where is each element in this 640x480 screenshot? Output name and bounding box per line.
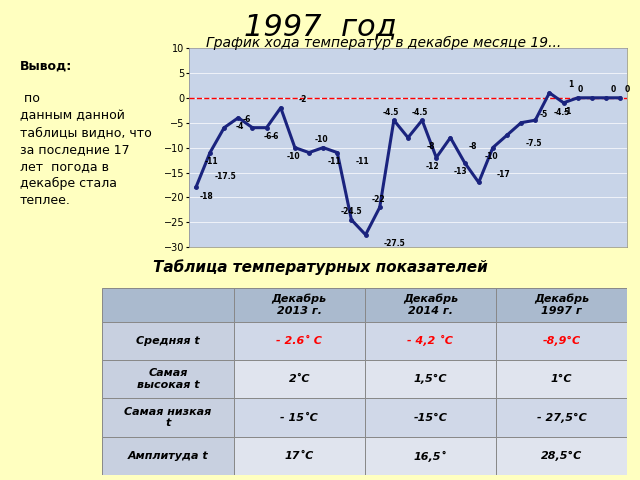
Bar [365, 288, 496, 322]
Text: -10: -10 [287, 152, 300, 161]
Text: Декабрь
1997 г: Декабрь 1997 г [534, 294, 589, 316]
Bar [234, 437, 365, 475]
Text: по
данным данной
таблицы видно, что
за последние 17
лет  погода в
декабре стала
: по данным данной таблицы видно, что за п… [20, 92, 152, 207]
Bar [496, 288, 627, 322]
Text: Вывод:: Вывод: [20, 60, 72, 73]
Text: - 27,5°С: - 27,5°С [537, 413, 586, 423]
Text: -4.5: -4.5 [554, 108, 570, 117]
Text: -4.5: -4.5 [412, 108, 428, 117]
Text: Декабрь
2014 г.: Декабрь 2014 г. [403, 294, 458, 316]
Text: -10: -10 [315, 135, 329, 144]
Text: -24.5: -24.5 [340, 207, 362, 216]
Text: - 15˚С: - 15˚С [280, 413, 318, 422]
Text: Декабрь
2013 г.: Декабрь 2013 г. [271, 294, 327, 316]
Text: -8,9°С: -8,9°С [543, 336, 580, 346]
Text: 1997  год: 1997 год [244, 12, 396, 41]
Text: Самая низкая
t: Самая низкая t [124, 407, 212, 429]
Text: -18: -18 [200, 192, 214, 201]
Text: -4: -4 [236, 122, 244, 131]
Text: 1°С: 1°С [551, 374, 572, 384]
Text: -6: -6 [243, 115, 251, 124]
Text: -10: -10 [484, 152, 499, 161]
Text: -6: -6 [264, 132, 273, 141]
Bar [102, 437, 234, 475]
Text: -22: -22 [372, 195, 385, 204]
Bar [496, 437, 627, 475]
Bar [365, 437, 496, 475]
Bar [102, 360, 234, 398]
Text: -1: -1 [564, 107, 572, 116]
Bar [234, 360, 365, 398]
Text: 16,5˚: 16,5˚ [414, 450, 447, 462]
Text: - 4,2 ˚С: - 4,2 ˚С [408, 336, 453, 347]
Bar [365, 322, 496, 360]
Bar [496, 322, 627, 360]
Text: -6: -6 [271, 132, 279, 141]
Bar [102, 398, 234, 437]
Text: - 2.6˚ C: - 2.6˚ C [276, 336, 322, 346]
Text: 0: 0 [610, 85, 616, 94]
Bar [102, 288, 234, 322]
Bar [496, 398, 627, 437]
Bar [234, 398, 365, 437]
Text: 17˚С: 17˚С [285, 451, 314, 461]
Text: -17.5: -17.5 [214, 172, 236, 181]
Text: 2˚С: 2˚С [289, 374, 310, 384]
Bar [365, 398, 496, 437]
Text: -5: -5 [540, 110, 548, 119]
Text: 0: 0 [624, 85, 630, 94]
Bar [234, 322, 365, 360]
Text: 1,5°С: 1,5°С [413, 374, 447, 384]
Bar [365, 360, 496, 398]
Text: -8: -8 [468, 142, 477, 151]
Text: -12: -12 [426, 162, 439, 171]
Text: -2: -2 [299, 95, 307, 104]
Bar [102, 322, 234, 360]
Text: -17: -17 [497, 170, 511, 179]
Text: 28,5°С: 28,5°С [541, 451, 582, 461]
Text: -13: -13 [454, 167, 467, 176]
Text: Самая
высокая t: Самая высокая t [137, 369, 199, 390]
Bar [234, 288, 365, 322]
Text: -11: -11 [205, 156, 218, 166]
Text: -15°С: -15°С [413, 413, 447, 422]
Text: -8: -8 [426, 142, 435, 151]
Text: График хода температур в декабре месяце 19...: График хода температур в декабре месяце … [206, 36, 562, 50]
Text: -11: -11 [327, 156, 341, 166]
Bar [496, 360, 627, 398]
Text: Амплитуда t: Амплитуда t [127, 451, 209, 461]
Text: Таблица температурных показателей: Таблица температурных показателей [152, 259, 488, 275]
Text: -7.5: -7.5 [525, 139, 542, 148]
Text: Средняя t: Средняя t [136, 336, 200, 346]
Text: 0: 0 [578, 85, 583, 94]
Text: -4.5: -4.5 [383, 108, 399, 117]
Text: -11: -11 [356, 156, 369, 166]
Text: 1: 1 [568, 80, 573, 89]
Text: -27.5: -27.5 [384, 239, 406, 248]
